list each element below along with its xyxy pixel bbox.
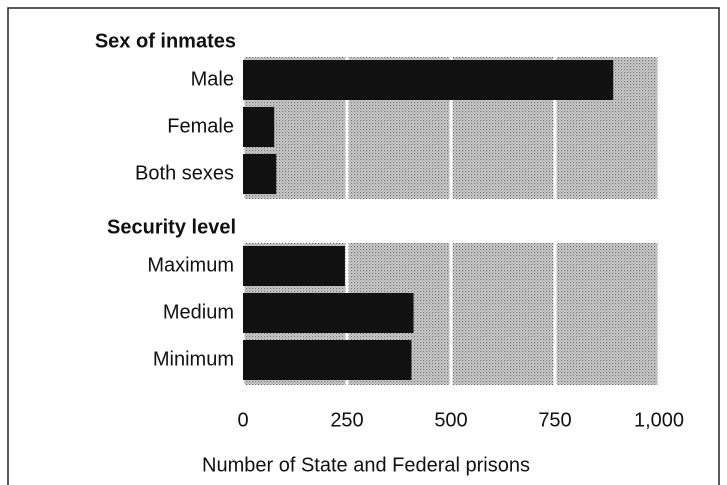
bar — [243, 246, 345, 286]
x-tick-label: 500 — [434, 409, 467, 431]
y-tick-label: Female — [167, 115, 234, 137]
x-tick-label: 250 — [330, 409, 363, 431]
frame — [7, 7, 720, 485]
y-tick-label: Male — [191, 68, 234, 90]
bar — [243, 154, 277, 194]
bar — [243, 293, 414, 333]
x-tick-label: 750 — [538, 409, 571, 431]
x-tick-label: 0 — [237, 409, 248, 431]
y-tick-label: Medium — [163, 301, 234, 323]
y-tick-label: Minimum — [153, 348, 234, 370]
y-tick-label: Maximum — [147, 254, 234, 276]
bar — [243, 60, 614, 100]
x-tick-label: 1,000 — [634, 409, 684, 431]
group-title: Security level — [107, 216, 236, 238]
y-tick-label: Both sexes — [135, 162, 234, 184]
bar — [243, 340, 412, 380]
bar — [243, 107, 275, 147]
group-title: Sex of inmates — [95, 30, 236, 52]
x-axis-label: Number of State and Federal prisons — [202, 454, 530, 476]
